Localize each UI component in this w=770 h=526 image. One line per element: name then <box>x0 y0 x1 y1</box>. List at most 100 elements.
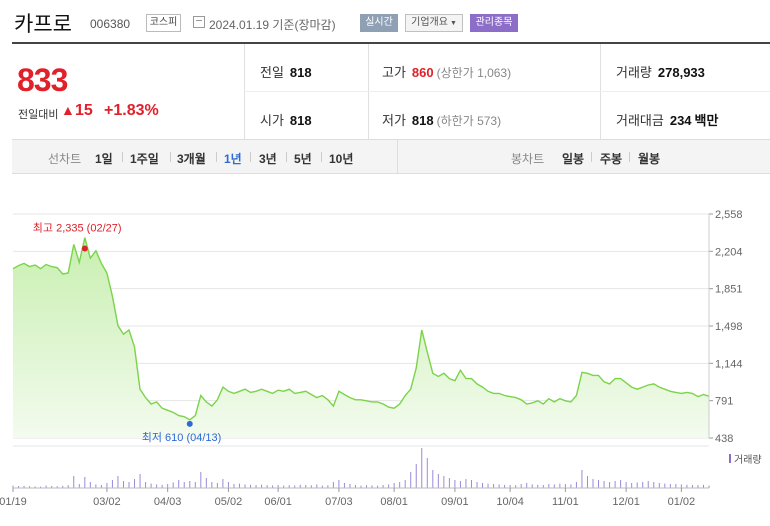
change-percent: +1.83% <box>104 102 159 119</box>
market-badge: 코스피 <box>146 14 181 32</box>
period-3y[interactable]: 3년 <box>259 152 277 166</box>
low-label: 최저 610 (04/13) <box>142 431 222 444</box>
volume-bar <box>200 472 202 488</box>
managed-stock-badge[interactable]: 관리종목 <box>470 14 518 32</box>
volume-bar <box>592 479 594 488</box>
high-label: 최고 2,335 (02/27) <box>33 222 122 235</box>
volume-bar <box>680 484 682 488</box>
volume-bar <box>62 485 64 488</box>
volume-bar <box>498 484 500 488</box>
volume-bar <box>222 479 224 488</box>
volume-bar <box>111 480 113 488</box>
period-3m[interactable]: 3개월 <box>177 152 206 166</box>
period-5y[interactable]: 5년 <box>294 152 312 166</box>
volume-bar <box>343 483 345 488</box>
volume-bar <box>542 485 544 488</box>
volume-bar <box>559 483 561 488</box>
low-cell: 저가 818 (하한가 573) <box>382 110 501 129</box>
x-axis: 01/19 03/02 04/03 05/02 06/01 07/03 08/01 09/01… <box>0 488 695 508</box>
period-1d[interactable]: 1일 <box>95 152 113 166</box>
volume-bar <box>84 477 86 488</box>
volume-label: 거래량 <box>616 65 652 80</box>
volume-bar <box>575 482 577 488</box>
x-tick-label: 01/02 <box>668 496 696 508</box>
volume-bar <box>294 485 296 488</box>
volume-bar <box>459 481 461 488</box>
volume-bar <box>553 484 555 488</box>
y-tick-label: 2,558 <box>715 209 743 221</box>
candle-monthly[interactable]: 월봉 <box>638 152 661 166</box>
stock-header: 카프로 006380 코스피 2024.01.19 기준(장마감) 실시간 기업… <box>0 0 770 44</box>
volume-bar <box>393 483 395 488</box>
quote-date: 2024.01.19 기준(장마감) <box>209 18 336 32</box>
open-label: 시가 <box>260 113 284 128</box>
divider <box>321 152 322 162</box>
divider <box>600 44 601 140</box>
volume-bar <box>548 484 550 488</box>
divider <box>244 44 245 140</box>
volume-bar <box>167 484 169 488</box>
volume-bar <box>89 482 91 488</box>
volume-bar <box>410 472 412 488</box>
volume-bar <box>205 478 207 488</box>
price-chart: 2,558 2,204 1,851 1,498 1,144 791 438 01/19 03/… <box>0 209 762 508</box>
volume-legend-icon <box>729 454 731 463</box>
open-cell: 시가 818 <box>260 110 312 129</box>
volume-bar <box>349 484 351 488</box>
volume-bar <box>51 486 53 488</box>
volume-bar <box>509 485 511 488</box>
volume-bar <box>642 482 644 488</box>
divider <box>250 152 251 162</box>
volume-bar <box>227 482 229 488</box>
volume-bar <box>233 484 235 488</box>
y-tick-label: 2,204 <box>715 246 743 258</box>
volume-bar <box>537 484 539 488</box>
volume-bar <box>647 481 649 488</box>
volume-bar <box>183 482 185 488</box>
volume-bar <box>18 486 20 488</box>
volume-bar <box>145 482 147 488</box>
price-area <box>13 237 709 438</box>
divider <box>216 152 217 162</box>
y-tick-label: 1,851 <box>715 284 743 296</box>
period-1y[interactable]: 1년 <box>224 152 242 166</box>
volume-bar <box>29 486 31 488</box>
high-label: 고가 <box>382 65 406 80</box>
realtime-button[interactable]: 실시간 <box>360 14 398 32</box>
candle-daily[interactable]: 일봉 <box>562 152 585 166</box>
y-axis: 2,558 2,204 1,851 1,498 1,144 791 438 <box>708 209 743 445</box>
volume-bars <box>12 445 710 489</box>
company-overview-button[interactable]: 기업개요 ▼ <box>405 14 463 32</box>
volume-bar <box>443 476 445 488</box>
candle-weekly[interactable]: 주봉 <box>600 152 623 166</box>
volume-bar <box>73 476 75 488</box>
volume-bar <box>244 484 246 488</box>
volume-bar <box>250 484 252 488</box>
volume-bar <box>631 483 633 488</box>
volume-bar <box>504 484 506 488</box>
amount-value: 234 <box>669 113 692 128</box>
open-value: 818 <box>289 113 312 128</box>
volume-bar <box>45 485 47 488</box>
period-10y[interactable]: 10년 <box>329 152 354 166</box>
company-overview-label: 기업개요 <box>411 17 448 28</box>
volume-bar <box>150 483 152 488</box>
volume-bar <box>702 484 704 488</box>
volume-bar <box>487 483 489 488</box>
change-value: 15 <box>75 102 93 119</box>
volume-bar <box>139 474 141 488</box>
volume-bar <box>332 482 334 488</box>
volume-bar <box>100 485 102 488</box>
volume-bar <box>614 481 616 488</box>
volume-bar <box>78 484 80 488</box>
volume-bar <box>261 484 263 488</box>
x-tick-label: 08/01 <box>380 496 408 508</box>
volume-bar <box>664 483 666 488</box>
volume-bar <box>669 484 671 488</box>
volume-bar <box>625 482 627 488</box>
volume-bar <box>448 478 450 488</box>
period-1w[interactable]: 1주일 <box>130 152 159 166</box>
volume-bar <box>708 485 710 488</box>
volume-bar <box>564 484 566 488</box>
volume-bar <box>454 480 456 488</box>
